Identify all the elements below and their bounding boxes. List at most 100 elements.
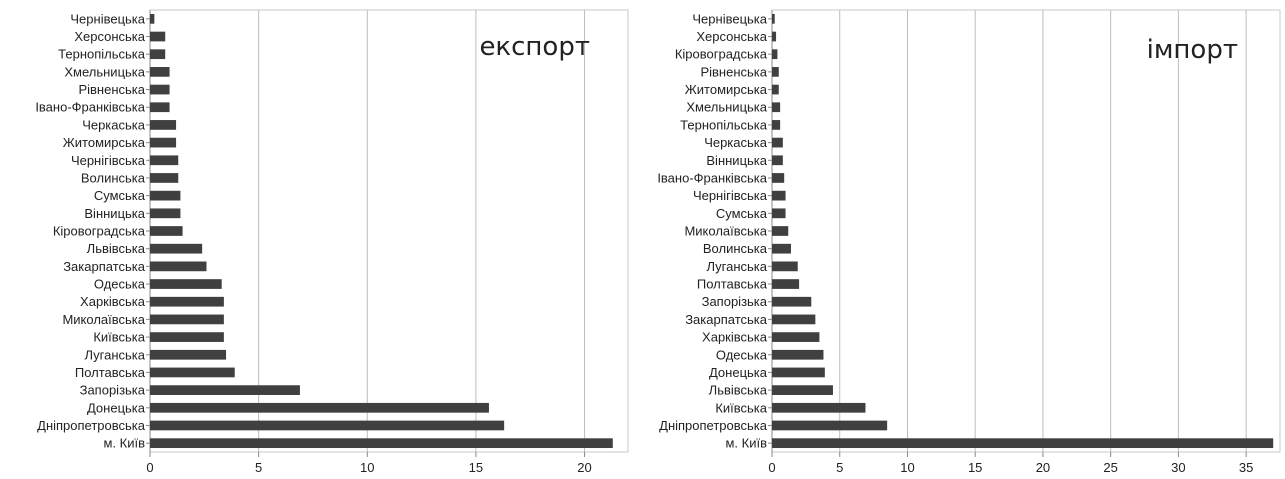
import-bar — [772, 279, 800, 289]
import-category-label: Херсонська — [696, 29, 767, 44]
import-x-tick-label: 20 — [1036, 460, 1050, 475]
import-category-label: Черкаська — [704, 135, 768, 150]
import-x-tick-label: 30 — [1171, 460, 1185, 475]
export-bar — [150, 332, 224, 342]
import-bar — [772, 155, 783, 166]
import-bar — [772, 49, 778, 60]
import-bar — [772, 367, 825, 378]
export-bar — [150, 226, 183, 236]
export-category-label: Полтавська — [75, 365, 146, 380]
import-category-label: Дніпропетровська — [659, 418, 768, 433]
import-x-tick-label: 15 — [968, 460, 982, 475]
export-bar — [150, 208, 181, 219]
export-category-label: Сумська — [94, 188, 146, 203]
import-bar — [772, 102, 781, 113]
import-x-tick-label: 0 — [768, 460, 775, 475]
import-chart-title: імпорт — [1147, 35, 1238, 65]
import-category-label: Волинська — [703, 241, 768, 256]
import-x-tick-label: 5 — [836, 460, 843, 475]
import-category-label: Київська — [715, 400, 767, 415]
import-x-tick-label: 35 — [1239, 460, 1253, 475]
export-x-tick-label: 15 — [469, 460, 483, 475]
export-bar — [150, 102, 170, 113]
export-category-label: Херсонська — [74, 29, 145, 44]
import-category-label: Рівненська — [700, 64, 767, 79]
import-x-tick-label: 10 — [900, 460, 914, 475]
export-bar — [150, 155, 179, 166]
export-category-label: Запорізька — [80, 383, 146, 398]
import-bar — [772, 296, 812, 307]
import-bar — [772, 314, 816, 325]
import-bar — [772, 84, 779, 95]
import-category-label: Закарпатська — [685, 312, 768, 327]
import-bar — [772, 137, 783, 148]
import-bar — [772, 120, 781, 130]
import-category-label: м. Київ — [725, 436, 767, 451]
export-category-label: Дніпропетровська — [37, 418, 146, 433]
import-category-label: Одеська — [716, 347, 768, 362]
export-category-label: Івано-Франківська — [35, 100, 145, 115]
import-x-tick-label: 25 — [1103, 460, 1117, 475]
import-bar — [772, 13, 775, 24]
export-bar — [150, 420, 505, 431]
export-bar — [150, 31, 166, 42]
import-bar — [772, 31, 777, 42]
import-category-label: Івано-Франківська — [657, 170, 767, 185]
import-category-label: Житомирська — [685, 82, 768, 97]
export-category-label: Рівненська — [78, 82, 145, 97]
export-category-label: Тернопільська — [58, 47, 146, 62]
export-x-tick-label: 5 — [255, 460, 262, 475]
import-bar — [772, 226, 789, 236]
import-category-label: Луганська — [706, 259, 767, 274]
export-bar — [150, 438, 613, 449]
export-bar — [150, 120, 177, 130]
export-bar — [150, 173, 179, 183]
import-category-label: Хмельницька — [686, 100, 767, 115]
import-bar — [772, 385, 833, 395]
export-bar — [150, 279, 222, 289]
export-category-label: Харківська — [80, 294, 146, 309]
import-category-label: Чернівецька — [692, 11, 767, 26]
export-bar — [150, 261, 207, 272]
import-category-label: Вінницька — [706, 153, 767, 168]
import-bar — [772, 190, 786, 201]
export-category-label: Вінницька — [84, 206, 145, 221]
import-bar — [772, 243, 791, 254]
import-bar — [772, 402, 866, 413]
export-bar — [150, 49, 166, 60]
export-category-label: Хмельницька — [64, 64, 145, 79]
export-category-label: Черкаська — [82, 117, 146, 132]
import-plot-area — [771, 9, 1281, 453]
import-category-label: Донецька — [709, 365, 768, 380]
export-category-label: Одеська — [94, 277, 146, 292]
export-category-label: м. Київ — [103, 436, 145, 451]
import-category-label: Миколаївська — [684, 224, 767, 239]
export-bar — [150, 190, 181, 201]
export-bar — [150, 367, 235, 378]
import-category-label: Полтавська — [697, 277, 768, 292]
import-category-label: Харківська — [702, 330, 768, 345]
export-bar — [150, 314, 224, 325]
import-bar — [772, 420, 888, 431]
import-category-label: Запорізька — [702, 294, 768, 309]
export-category-label: Чернігівська — [71, 153, 146, 168]
export-category-label: Чернівецька — [70, 11, 145, 26]
export-x-tick-label: 20 — [577, 460, 591, 475]
export-bar — [150, 13, 155, 24]
import-bar — [772, 173, 785, 183]
export-bar — [150, 296, 224, 307]
import-category-label: Кіровоградська — [675, 47, 768, 62]
import-category-label: Тернопільська — [680, 117, 768, 132]
export-x-tick-label: 0 — [146, 460, 153, 475]
export-category-label: Закарпатська — [63, 259, 146, 274]
export-bar — [150, 402, 489, 413]
import-bar — [772, 438, 1274, 449]
export-category-label: Кіровоградська — [53, 224, 146, 239]
export-bar — [150, 84, 170, 95]
export-category-label: Волинська — [81, 170, 146, 185]
export-category-label: Луганська — [84, 347, 145, 362]
export-category-label: Львівська — [87, 241, 146, 256]
export-bar — [150, 67, 170, 77]
import-bar — [772, 349, 824, 360]
